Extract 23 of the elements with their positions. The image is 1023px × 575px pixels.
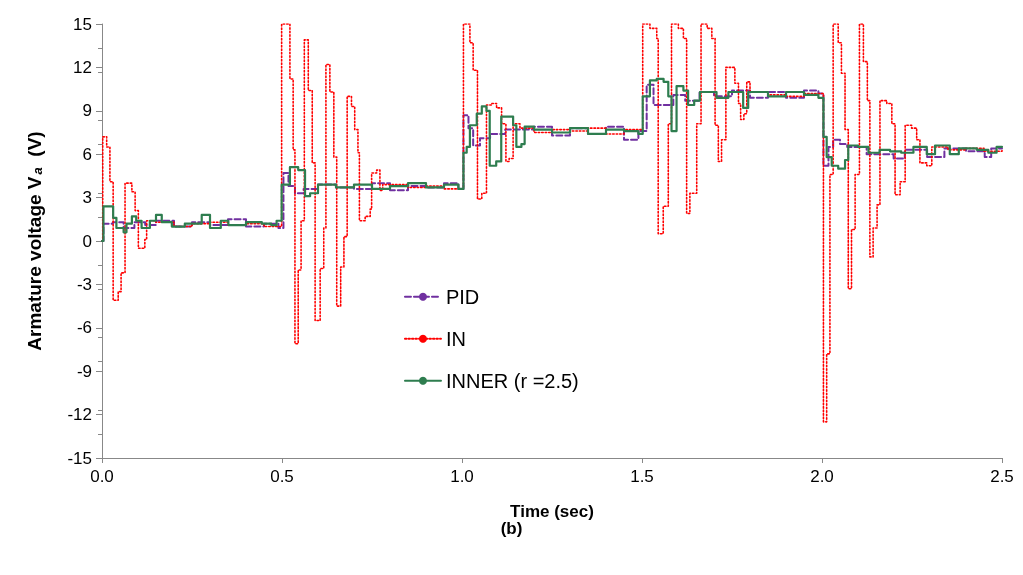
legend-label: PID	[445, 285, 480, 308]
y-tick-label: -9	[76, 361, 92, 381]
y-tick-label: 12	[73, 57, 92, 77]
x-axis-title: Time (sec)	[510, 502, 594, 521]
x-tick-label: 0.5	[270, 467, 294, 486]
x-tick-label: 0.0	[90, 467, 114, 486]
x-tick-label: 1.0	[450, 467, 474, 486]
x-tick-label: 2.0	[810, 467, 834, 486]
legend-label: IN	[445, 327, 466, 350]
y-tick-label: -3	[76, 274, 92, 294]
y-tick-label: 9	[82, 101, 92, 121]
x-tick-label: 1.5	[630, 467, 654, 486]
y-tick-label: 0	[82, 231, 92, 251]
y-tick-label: -6	[76, 318, 92, 338]
y-axis-title: Armature voltage Va (V)	[24, 131, 45, 351]
y-tick-label: 15	[73, 14, 92, 34]
y-tick-label: 6	[82, 144, 92, 164]
legend-label: INNER (r =2.5)	[445, 369, 579, 392]
text: (b)	[500, 519, 523, 538]
y-tick-label: -12	[67, 405, 92, 425]
x-tick-label: 2.5	[990, 467, 1014, 486]
y-tick-label: -15	[67, 448, 92, 468]
y-tick-label: 3	[82, 188, 92, 208]
